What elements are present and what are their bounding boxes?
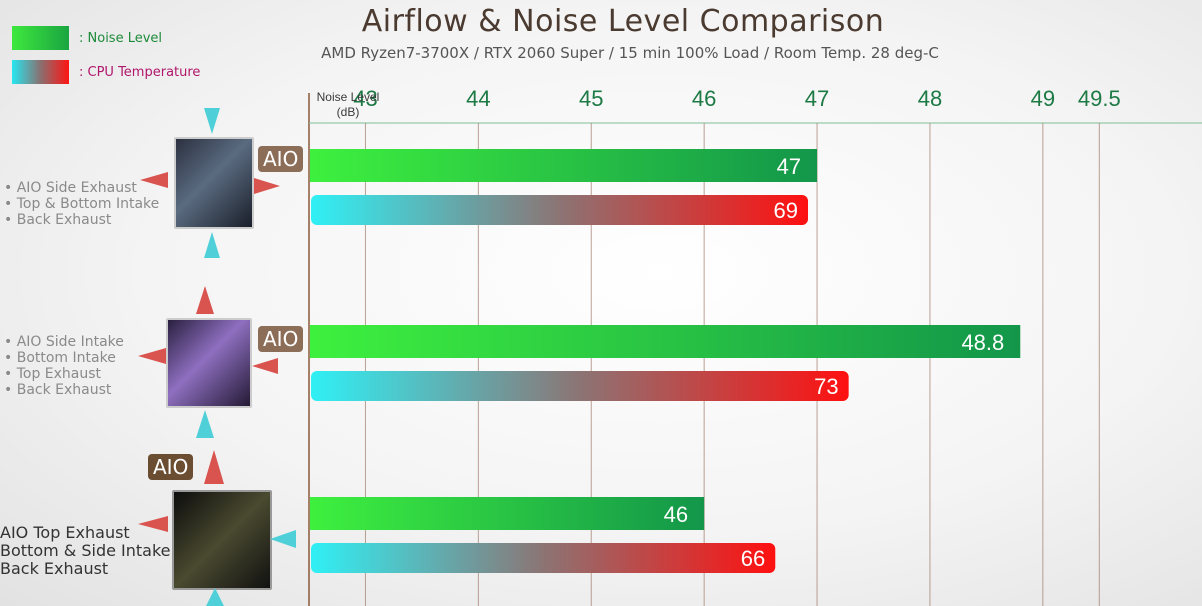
tick-label: 48 bbox=[918, 86, 942, 111]
arrow-left-icon bbox=[252, 358, 278, 374]
noise-value-label: 47 bbox=[777, 154, 801, 179]
temp-value-label: 66 bbox=[741, 546, 765, 571]
temp-bar bbox=[311, 371, 849, 401]
config-1-desc-line: • AIO Side Exhaust bbox=[4, 180, 137, 196]
tick-label: 49 bbox=[1031, 86, 1055, 111]
tick-label: 49.5 bbox=[1078, 86, 1121, 111]
arrow-left-icon bbox=[138, 516, 168, 532]
arrow-up-icon bbox=[196, 286, 214, 314]
chart-subtitle: AMD Ryzen7-3700X / RTX 2060 Super / 15 m… bbox=[321, 44, 939, 62]
axis-label-line1: Noise Level bbox=[317, 90, 380, 104]
temp-value-label: 73 bbox=[814, 374, 838, 399]
config-3-desc-line: Bottom & Side Intake bbox=[0, 541, 171, 560]
noise-value-label: 48.8 bbox=[961, 330, 1004, 355]
config-1-desc-line: • Back Exhaust bbox=[4, 212, 112, 228]
arrow-up-icon bbox=[206, 588, 224, 606]
config-1-desc: • AIO Side Exhaust • Top & Bottom Intake… bbox=[4, 180, 159, 228]
noise-value-label: 46 bbox=[664, 502, 688, 527]
arrow-up-icon bbox=[196, 410, 214, 438]
arrow-up-icon bbox=[204, 450, 224, 484]
tick-label: 46 bbox=[692, 86, 716, 111]
config-1-desc-line: • Top & Bottom Intake bbox=[4, 196, 160, 212]
noise-bar bbox=[310, 325, 1021, 358]
tick-label: 45 bbox=[579, 86, 603, 111]
legend-noise-label: : Noise Level bbox=[79, 30, 163, 46]
tick-label: 43 bbox=[353, 86, 377, 111]
arrow-left-icon bbox=[270, 530, 296, 548]
config-2-desc-line: • AIO Side Intake bbox=[4, 334, 124, 350]
arrow-down-icon bbox=[204, 108, 220, 134]
tick-label: 44 bbox=[466, 86, 490, 111]
arrow-left-icon bbox=[140, 172, 168, 188]
legend-temp: : CPU Temperature bbox=[12, 60, 200, 84]
config-2-desc-line: • Back Exhaust bbox=[4, 382, 112, 398]
pc-case-image bbox=[172, 490, 272, 590]
aio-badge: AIO bbox=[258, 146, 304, 172]
pc-case-image bbox=[174, 137, 254, 229]
temp-bar bbox=[311, 195, 809, 225]
arrow-right-icon bbox=[254, 178, 280, 194]
config-2-desc: • AIO Side Intake • Bottom Intake • Top … bbox=[4, 334, 124, 398]
arrow-left-icon bbox=[138, 348, 166, 364]
arrow-up-icon bbox=[204, 232, 220, 258]
aio-badge: AIO bbox=[258, 326, 304, 352]
config-3-desc-line: AIO Top Exhaust bbox=[0, 523, 130, 542]
config-2-desc-line: • Bottom Intake bbox=[4, 350, 116, 366]
config-3-desc-line: Back Exhaust bbox=[0, 559, 109, 578]
config-3-desc: AIO Top Exhaust Bottom & Side Intake Bac… bbox=[0, 524, 171, 578]
aio-badge: AIO bbox=[148, 454, 194, 480]
legend-noise: : Noise Level bbox=[12, 26, 162, 50]
legend-temp-swatch bbox=[12, 60, 69, 84]
legend-temp-label: : CPU Temperature bbox=[79, 64, 201, 80]
axis-label-line2: (dB) bbox=[337, 105, 360, 119]
noise-bar bbox=[310, 149, 818, 182]
config-2-desc-line: • Top Exhaust bbox=[4, 366, 102, 382]
noise-bar bbox=[310, 497, 705, 530]
pc-case-image bbox=[166, 318, 252, 408]
legend-noise-swatch bbox=[12, 26, 69, 50]
tick-label: 47 bbox=[805, 86, 829, 111]
chart-title: Airflow & Noise Level Comparison bbox=[361, 4, 885, 39]
temp-bar bbox=[311, 543, 776, 573]
temp-value-label: 69 bbox=[774, 198, 798, 223]
